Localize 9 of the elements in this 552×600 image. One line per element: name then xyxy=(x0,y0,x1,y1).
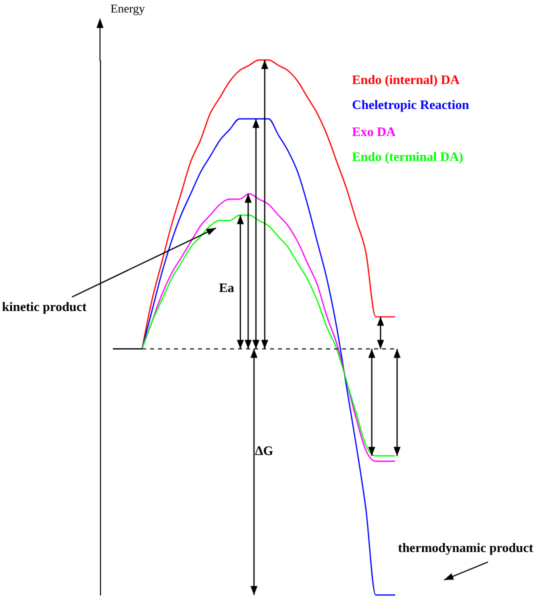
text: kinetic product xyxy=(2,299,88,314)
text: Endo (internal) DA xyxy=(352,72,460,87)
text: Cheletropic Reaction xyxy=(352,97,470,112)
text: Exo DA xyxy=(352,124,396,139)
annotation: ΔG xyxy=(255,443,274,458)
text: Endo (terminal DA) xyxy=(352,149,464,164)
annotation: Ea xyxy=(219,280,235,295)
annotation: thermodynamic product xyxy=(398,540,534,555)
y-axis-title: Energy xyxy=(110,2,145,16)
